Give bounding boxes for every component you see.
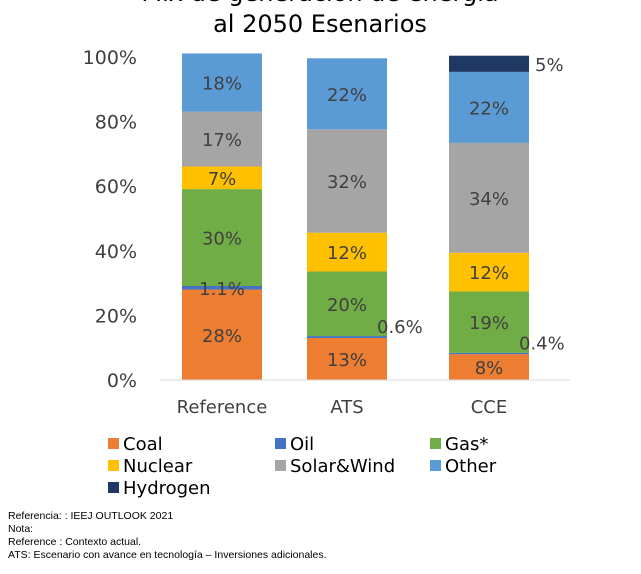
bar-segment-nuclear-reference bbox=[182, 166, 262, 190]
x-tick-label: ATS bbox=[330, 397, 363, 418]
data-label: 34% bbox=[469, 189, 509, 210]
bar-segment-solar-wind-ats bbox=[307, 129, 387, 233]
bar-segment-gas--ats bbox=[307, 271, 387, 337]
bar-segment-gas--reference bbox=[182, 189, 262, 287]
x-tick-label: Reference bbox=[177, 397, 268, 418]
reference-note: Reference : Contexto actual. bbox=[8, 536, 142, 548]
legend-swatch-oil bbox=[275, 438, 286, 449]
y-tick-label: 0% bbox=[107, 370, 137, 392]
bar-segment-other-cce bbox=[449, 71, 529, 143]
data-label: 0.6% bbox=[377, 317, 423, 338]
data-label: 28% bbox=[202, 326, 242, 347]
data-label: 20% bbox=[327, 295, 367, 316]
bar-segment-coal-reference bbox=[182, 289, 262, 380]
chart-notes: Referencia: : IEEJ OUTLOOK 2021 Nota: Re… bbox=[8, 510, 628, 562]
data-label: 22% bbox=[327, 85, 367, 106]
bar-segment-coal-ats bbox=[307, 338, 387, 380]
bar-segment-coal-cce bbox=[449, 354, 529, 380]
legend-label: Coal bbox=[123, 434, 163, 455]
data-label: 12% bbox=[327, 243, 367, 264]
data-label: 22% bbox=[469, 98, 509, 119]
data-label: 8% bbox=[475, 358, 504, 379]
bar-segment-solar-wind-reference bbox=[182, 111, 262, 167]
data-label: 17% bbox=[202, 130, 242, 151]
y-tick-label: 100% bbox=[83, 47, 137, 69]
legend-label: Oil bbox=[290, 434, 314, 455]
bar-segment-hydrogen-cce bbox=[449, 55, 529, 72]
bar-segment-other-reference bbox=[182, 53, 262, 112]
legend-swatch-nuclear bbox=[108, 460, 119, 471]
legend-label: Hydrogen bbox=[123, 478, 211, 499]
data-label: 5% bbox=[535, 55, 564, 76]
bar-segment-nuclear-cce bbox=[449, 252, 529, 292]
bar-segment-oil-ats bbox=[307, 336, 387, 339]
ats-note: ATS: Escenario con avance en tecnología … bbox=[8, 549, 327, 561]
y-tick-label: 60% bbox=[95, 176, 137, 198]
data-label: 1.1% bbox=[199, 279, 245, 300]
bar-segment-solar-wind-cce bbox=[449, 142, 529, 253]
legend-label: Other bbox=[445, 456, 497, 477]
bar-segment-nuclear-ats bbox=[307, 232, 387, 272]
y-tick-label: 20% bbox=[95, 305, 137, 327]
bar-segment-gas--cce bbox=[449, 291, 529, 353]
legend-label: Nuclear bbox=[123, 456, 193, 477]
legend-swatch-other bbox=[430, 460, 441, 471]
bar-segment-oil-cce bbox=[449, 352, 529, 355]
chart-title-line-2: al 2050 Esenarios bbox=[213, 10, 427, 38]
legend-label: Solar&Wind bbox=[290, 456, 395, 477]
y-tick-label: 80% bbox=[95, 112, 137, 134]
y-tick-label: 40% bbox=[95, 241, 137, 263]
x-tick-label: CCE bbox=[471, 397, 508, 418]
data-label: 32% bbox=[327, 172, 367, 193]
legend-label: Gas* bbox=[445, 434, 488, 455]
data-label: 18% bbox=[202, 74, 242, 95]
data-label: 0.4% bbox=[519, 334, 565, 355]
legend-swatch-coal bbox=[108, 438, 119, 449]
bar-segment-oil-reference bbox=[182, 286, 262, 290]
source-note: Referencia: : IEEJ OUTLOOK 2021 bbox=[8, 510, 174, 522]
data-label: 30% bbox=[202, 229, 242, 250]
chart-title-line-1: Mix de generación de energía bbox=[141, 0, 498, 7]
legend-swatch-gas- bbox=[430, 438, 441, 449]
data-label: 12% bbox=[469, 263, 509, 284]
data-label: 19% bbox=[469, 313, 509, 334]
note-label: Nota: bbox=[8, 523, 34, 535]
bar-segment-other-ats bbox=[307, 58, 387, 130]
data-label: 7% bbox=[208, 169, 237, 190]
legend-swatch-hydrogen bbox=[108, 482, 119, 493]
legend-swatch-solar-wind bbox=[275, 460, 286, 471]
data-label: 13% bbox=[327, 350, 367, 371]
